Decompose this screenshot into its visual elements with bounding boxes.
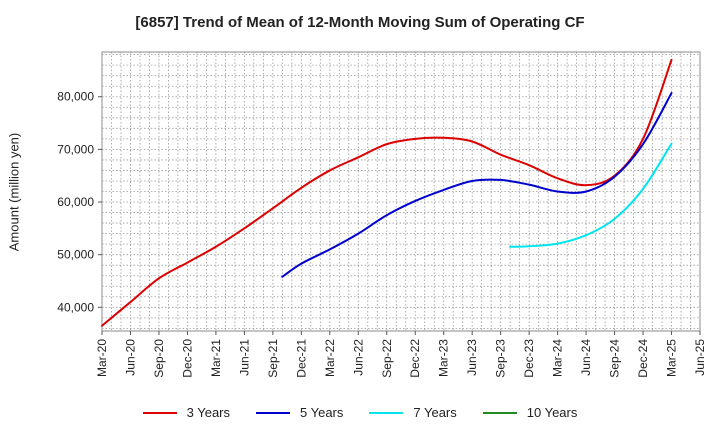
x-tick-label: Dec-20 <box>180 339 194 378</box>
legend-label-7-years: 7 Years <box>413 405 457 420</box>
series-lines <box>101 58 673 327</box>
x-tick-label: Dec-23 <box>522 339 536 378</box>
legend-item-3-years: 3 Years <box>142 405 230 420</box>
y-tick-label: 40,000 <box>57 300 94 314</box>
legend-swatch-10-years <box>482 411 517 414</box>
x-tick-label: Mar-25 <box>665 339 679 377</box>
series-line-3-years <box>101 58 673 327</box>
x-tick-label: Jun-25 <box>693 339 707 376</box>
x-tick-label: Sep-20 <box>152 339 166 378</box>
chart-title: [6857] Trend of Mean of 12-Month Moving … <box>135 14 585 31</box>
series-line-5-years <box>281 92 673 278</box>
y-axis-ticks: 40,000 50,000 60,000 70,000 80,000 <box>57 90 102 314</box>
x-axis-ticks: Mar-20 Jun-20 Sep-20 Dec-20 Mar-21 Jun-21 Sep-… <box>95 331 707 378</box>
x-tick-label: Dec-22 <box>408 339 422 378</box>
x-tick-label: Jun-22 <box>351 339 365 376</box>
x-tick-label: Mar-22 <box>323 339 337 377</box>
y-tick-label: 50,000 <box>57 248 94 262</box>
series-line-7-years <box>509 142 673 248</box>
x-tick-label: Sep-21 <box>266 339 280 378</box>
x-tick-label: Sep-24 <box>608 339 622 378</box>
x-tick-label: Jun-24 <box>579 339 593 376</box>
x-tick-label: Dec-21 <box>294 339 308 378</box>
legend-label-10-years: 10 Years <box>526 405 578 420</box>
x-tick-label: Sep-23 <box>494 339 508 378</box>
x-tick-label: Jun-23 <box>465 339 479 376</box>
legend-label-5-years: 5 Years <box>300 405 344 420</box>
legend-label-3-years: 3 Years <box>186 405 230 420</box>
y-tick-label: 60,000 <box>57 195 94 209</box>
x-tick-label: Sep-22 <box>380 339 394 378</box>
legend-swatch-3-years <box>142 411 177 414</box>
legend-item-10-years: 10 Years <box>482 405 578 420</box>
y-tick-label: 70,000 <box>57 142 94 156</box>
x-tick-label: Mar-24 <box>551 339 565 377</box>
grid <box>101 52 701 331</box>
x-tick-label: Dec-24 <box>636 339 650 378</box>
y-tick-label: 80,000 <box>57 90 94 104</box>
legend-item-7-years: 7 Years <box>369 405 457 420</box>
legend-item-5-years: 5 Years <box>256 405 343 420</box>
x-tick-label: Mar-23 <box>437 339 451 377</box>
x-tick-label: Jun-20 <box>123 339 137 376</box>
legend-swatch-7-years <box>369 411 404 414</box>
legend: 3 Years 5 Years 7 Years 10 Years <box>0 405 720 420</box>
x-tick-label: Mar-21 <box>209 339 223 377</box>
legend-swatch-5-years <box>256 411 290 414</box>
x-tick-label: Jun-21 <box>237 339 251 376</box>
x-tick-label: Mar-20 <box>95 339 109 377</box>
